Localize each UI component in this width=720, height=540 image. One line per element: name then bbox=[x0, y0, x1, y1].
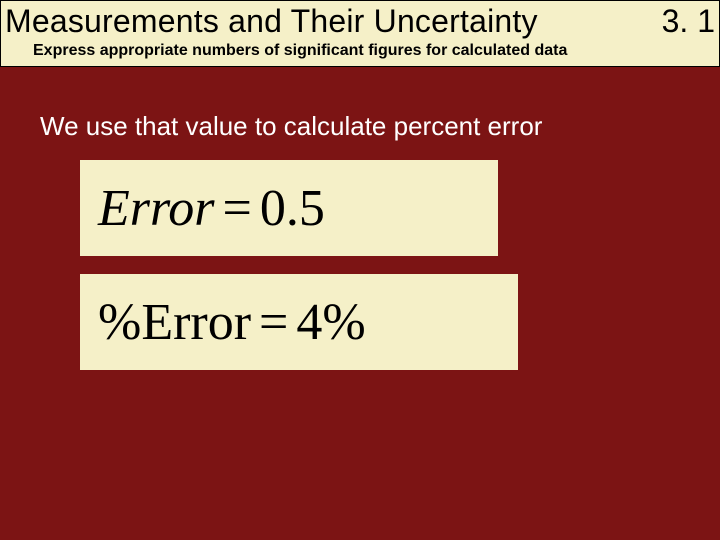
section-number: 3. 1 bbox=[662, 3, 715, 40]
slide-subtitle: Express appropriate numbers of significa… bbox=[5, 42, 715, 60]
formula-percent-error: %Error=4% bbox=[98, 293, 366, 352]
formula-percent-error-box: %Error=4% bbox=[80, 274, 518, 370]
formula-rhs: 4% bbox=[296, 294, 365, 351]
formula-eq: = bbox=[215, 180, 260, 237]
intro-text: We use that value to calculate percent e… bbox=[40, 111, 720, 142]
formula-error: Error=0.5 bbox=[98, 179, 325, 238]
formula-error-box: Error=0.5 bbox=[80, 160, 498, 256]
formula-rhs: 0.5 bbox=[260, 180, 325, 237]
slide-title: Measurements and Their Uncertainty bbox=[5, 3, 538, 40]
formula-lhs: %Error bbox=[98, 294, 251, 351]
header-box: Measurements and Their Uncertainty 3. 1 … bbox=[0, 0, 720, 67]
formula-lhs: Error bbox=[98, 180, 215, 237]
formula-eq: = bbox=[251, 294, 296, 351]
title-row: Measurements and Their Uncertainty 3. 1 bbox=[5, 3, 715, 40]
